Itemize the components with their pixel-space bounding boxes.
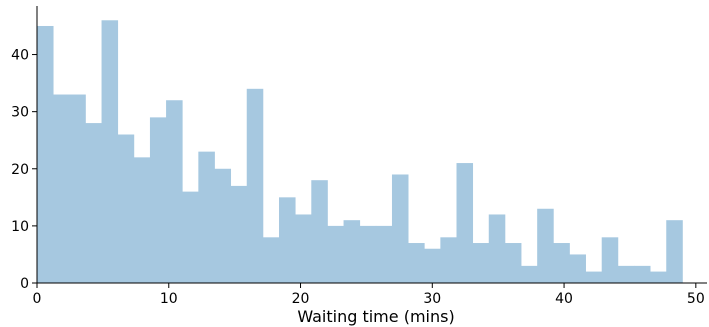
- histogram-bar: [359, 225, 377, 283]
- histogram-bar: [633, 265, 651, 283]
- histogram-bar: [166, 100, 183, 283]
- x-tick-label: 40: [555, 291, 573, 307]
- histogram-bar: [424, 248, 441, 283]
- histogram-bar: [53, 94, 70, 283]
- histogram-bar: [327, 225, 344, 283]
- histogram-bar: [601, 237, 619, 283]
- histogram-bar: [553, 243, 570, 283]
- histogram-bar: [343, 220, 361, 283]
- histogram-bar: [472, 243, 490, 283]
- histogram-bar: [650, 271, 667, 283]
- histogram-bar: [262, 237, 280, 283]
- bars-group: [37, 20, 683, 284]
- histogram-bar: [537, 208, 554, 283]
- histogram-bar: [198, 151, 215, 283]
- x-tick-label: 30: [423, 291, 441, 307]
- histogram-bar: [585, 271, 603, 283]
- x-tick-label: 20: [292, 291, 310, 307]
- histogram-bar: [311, 180, 328, 283]
- histogram-bar: [375, 225, 393, 283]
- y-ticks-group: 0 10 20 30 40: [11, 48, 37, 292]
- x-tick-label: 0: [33, 291, 42, 307]
- histogram-bar: [69, 94, 86, 283]
- histogram-bar: [230, 185, 248, 283]
- histogram-bar: [295, 214, 312, 283]
- y-tick-label: 30: [11, 105, 29, 121]
- x-axis-title: Waiting time (mins): [297, 307, 454, 326]
- y-tick-label: 20: [11, 162, 29, 178]
- histogram-bar: [521, 265, 538, 283]
- histogram-bar: [504, 243, 522, 283]
- x-tick-label: 50: [687, 291, 705, 307]
- histogram-bar: [569, 254, 586, 283]
- histogram-bar: [617, 265, 635, 283]
- y-tick-label: 40: [11, 48, 29, 64]
- histogram-bar: [182, 191, 199, 283]
- histogram-bar: [408, 243, 425, 283]
- histogram-bar: [133, 157, 151, 283]
- histogram-bar: [149, 117, 167, 284]
- histogram-bar: [488, 214, 506, 283]
- x-ticks-group: 0 10 20 30 40 50: [33, 283, 705, 307]
- histogram-bar: [246, 88, 264, 284]
- histogram-bar: [85, 123, 102, 283]
- x-tick-label: 10: [160, 291, 178, 307]
- histogram-bar: [440, 237, 457, 283]
- histogram-bar: [117, 134, 135, 283]
- y-tick-label: 0: [20, 276, 29, 292]
- y-tick-label: 10: [11, 219, 29, 235]
- histogram-bar: [214, 168, 232, 283]
- histogram-bar: [666, 220, 683, 283]
- histogram-bar: [101, 20, 119, 283]
- histogram-bar: [279, 197, 296, 283]
- histogram-bar: [37, 25, 54, 284]
- histogram-bar: [456, 163, 474, 283]
- histogram-bar: [391, 174, 409, 283]
